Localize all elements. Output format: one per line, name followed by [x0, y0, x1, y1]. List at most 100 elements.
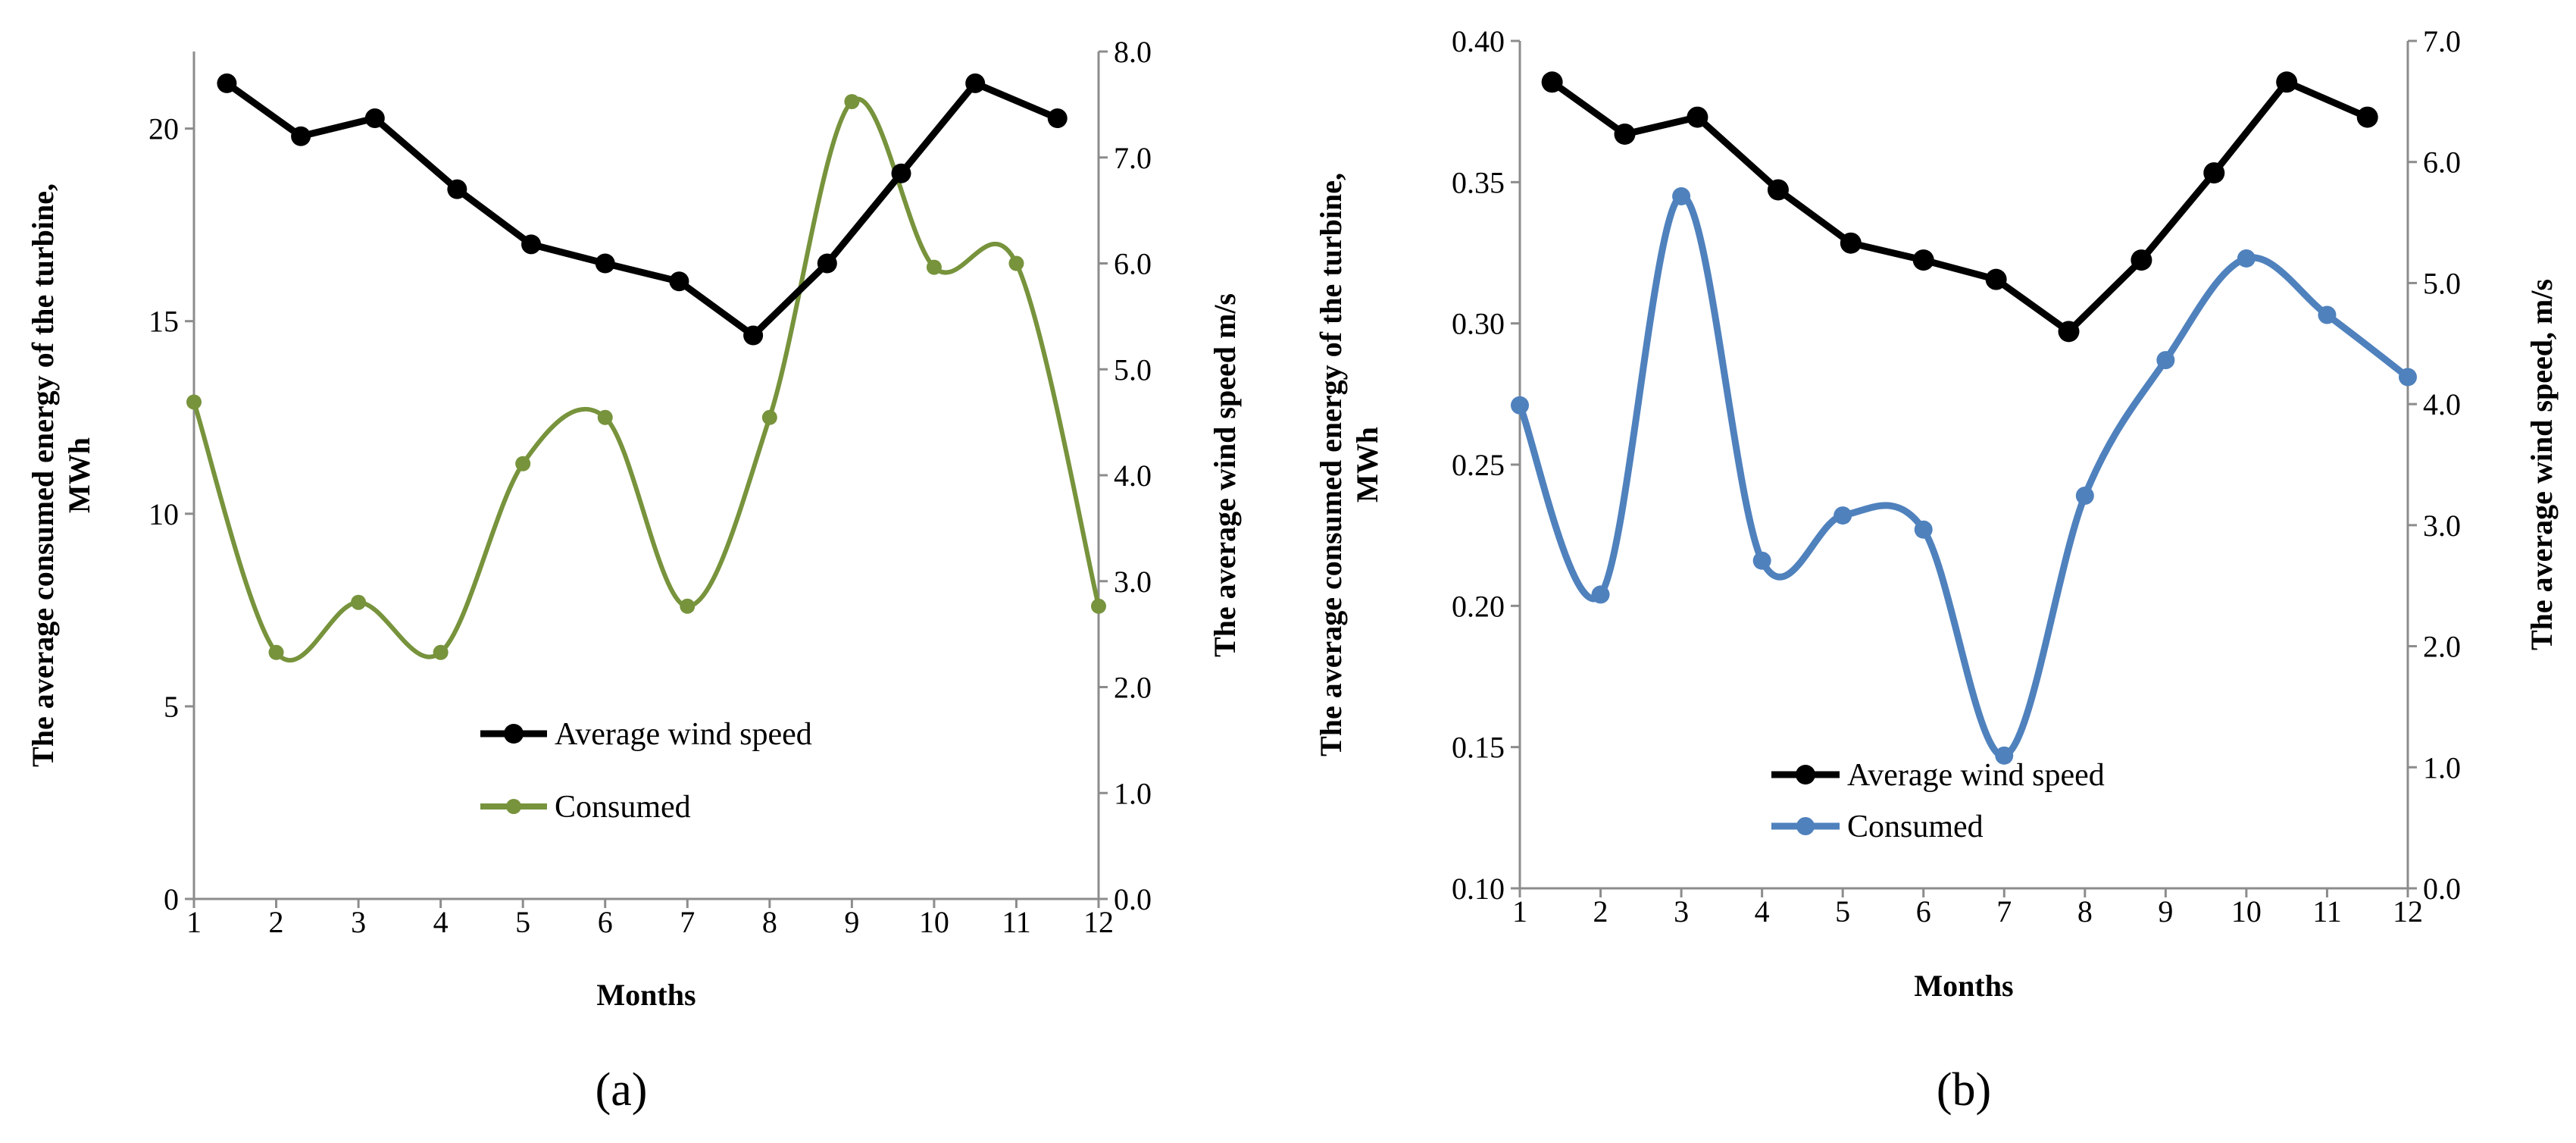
panel-b-x-tick-label: 5: [1835, 894, 1850, 928]
panel-a-wind-speed-point: [891, 163, 911, 183]
panel-b-wind-speed-point: [2276, 71, 2298, 93]
panel-a-left-tick-label: 15: [148, 305, 179, 339]
panel-b-right-tick-label: 3.0: [2423, 509, 2461, 543]
panel-b-right-axis-title: The average wind speed, m/s: [2524, 279, 2559, 650]
panel-a-legend-consumed-marker: [506, 799, 521, 814]
panel-b-x-tick-label: 6: [1916, 894, 1931, 928]
panel-a-right-ticks: 0.0 1.0 2.0 3.0 4.0 5.0 6.0 7.0 8.0: [1099, 35, 1152, 916]
panel-a-consumed-point: [186, 394, 202, 410]
panel-a-x-tick-label: 6: [598, 905, 613, 939]
panel-b-wind-speed-point: [1541, 71, 1563, 93]
panel-b-wind-speed-point: [1687, 106, 1708, 128]
panel-b-left-tick-label: 0.40: [1452, 24, 1505, 58]
panel-a-consumed-line: [192, 96, 1101, 662]
panel-a-wind-speed-point: [521, 234, 542, 255]
panel-b-wind-speed-point: [1767, 179, 1789, 201]
panel-b-wind-speed-point: [2356, 106, 2378, 128]
panel-b-label: (b): [1937, 1064, 1991, 1116]
panel-b-legend: Average wind speed Consumed: [1771, 758, 2105, 844]
panel-a-left-tick-label: 0: [164, 882, 179, 916]
panel-b-consumed-point: [2075, 486, 2094, 505]
panel-a-consumed-point: [515, 456, 531, 471]
panel-a-right-tick-label: 5.0: [1114, 352, 1152, 387]
panel-a-wind-speed-point: [817, 253, 837, 274]
panel-a-x-tick-label: 8: [762, 905, 777, 939]
panel-a-x-tick-label: 9: [844, 905, 859, 939]
panel-b-consumed-line: [1516, 193, 2412, 759]
panel-b-legend-consumed-marker: [1796, 817, 1815, 835]
panel-a-consumed-point: [926, 259, 942, 275]
panel-b-x-axis-title: Months: [1914, 969, 2013, 1003]
panel-a-x-tick-label: 12: [1083, 905, 1114, 939]
panel-b-legend-wind-marker: [1796, 765, 1815, 784]
panel-a-wind-speed-point: [595, 253, 615, 274]
panel-b-wind-speed-point: [2131, 249, 2152, 271]
panel-a-wind-speed-point: [669, 271, 689, 292]
panel-b-chart: 0.10 0.15 0.20 0.25 0.30 0.35 0.40 0.0 1.0 2.0 3.…: [1314, 24, 2559, 1116]
panel-b-consumed-point: [1511, 396, 1529, 415]
panel-a-legend-wind-label: Average wind speed: [555, 717, 812, 752]
panel-b-consumed-point: [1591, 585, 1610, 604]
panel-b-wind-speed-point: [1840, 232, 1862, 254]
panel-a-consumed-point: [351, 594, 367, 610]
panel-b-series: [1511, 71, 2417, 765]
panel-a-left-tick-label: 10: [148, 497, 179, 531]
panel-b-right-tick-label: 0.0: [2423, 872, 2461, 906]
panel-b-x-tick-label: 12: [2393, 894, 2423, 928]
panel-a-right-tick-label: 1.0: [1114, 776, 1152, 810]
panel-a-x-tick-label: 2: [269, 905, 284, 939]
panel-b-x-tick-label: 7: [1996, 894, 2012, 928]
panel-b-legend-consumed-label: Consumed: [1847, 809, 1984, 844]
panel-b-consumed-point: [1672, 186, 1691, 205]
panel-a-right-axis-title: The average wind speed m/s: [1208, 293, 1242, 657]
panel-b-wind-speed-line: [1549, 78, 2371, 335]
panel-b-right-ticks: 0.0 1.0 2.0 3.0 4.0 5.0 6.0 7.0: [2408, 24, 2461, 906]
panel-a-left-ticks: 0 5 10 15 20: [148, 112, 194, 916]
panel-a-right-tick-label: 6.0: [1114, 247, 1152, 281]
panel-b-x-tick-label: 10: [2231, 894, 2262, 928]
panel-a-right-tick-label: 3.0: [1114, 565, 1152, 599]
panel-a-legend-consumed-label: Consumed: [555, 790, 691, 825]
panel-b-consumed-point: [2399, 368, 2417, 387]
panel-a-consumed-point: [597, 409, 613, 425]
panel-b-wind-speed-point: [2058, 321, 2080, 343]
panel-b-consumed-point: [2237, 249, 2256, 268]
panel-b-left-tick-label: 0.25: [1452, 448, 1505, 482]
panel-a-wind-speed-point: [291, 126, 311, 146]
panel-b-consumed-point: [1752, 551, 1771, 570]
panel-a-left-tick-label: 5: [164, 690, 179, 724]
panel-a-x-tick-label: 7: [680, 905, 695, 939]
panel-b-x-tick-label: 4: [1755, 894, 1770, 928]
panel-a-wind-speed-point: [743, 325, 764, 346]
panel-b-right-tick-label: 4.0: [2423, 387, 2461, 421]
panel-b-wind-speed-point: [1912, 249, 1934, 271]
panel-b-right-tick-label: 5.0: [2423, 266, 2461, 300]
panel-a-wind-speed-point: [364, 108, 385, 129]
panel-b-wind-speed-point: [1985, 268, 2007, 290]
panel-b-left-tick-label: 0.10: [1452, 872, 1505, 906]
panel-a-consumed-point: [1091, 598, 1106, 614]
panel-b-right-tick-label: 2.0: [2423, 630, 2461, 664]
panel-a-left-axis-title-line1: The average consumed energy of the turbi…: [26, 183, 60, 767]
panel-a-left-axis-title-line2: MWh: [62, 437, 96, 513]
panel-a-label: (a): [596, 1064, 648, 1116]
panel-b-consumed-point: [2156, 351, 2175, 370]
panel-a-consumed-point: [761, 409, 777, 425]
panel-b-left-axis-title-line1: The average consumed energy of the turbi…: [1314, 173, 1348, 756]
panel-b-right-tick-label: 7.0: [2423, 24, 2461, 58]
panel-b-left-ticks: 0.10 0.15 0.20 0.25 0.30 0.35 0.40: [1452, 24, 1520, 906]
panel-b-x-tick-label: 11: [2312, 894, 2342, 928]
panel-b-right-tick-label: 6.0: [2423, 146, 2461, 180]
panel-b-right-tick-label: 1.0: [2423, 750, 2461, 784]
panel-a-right-tick-label: 8.0: [1114, 35, 1152, 69]
panel-b-consumed-point: [2318, 305, 2337, 324]
panel-a-legend-wind-marker: [504, 724, 524, 744]
panel-a-wind-speed-point: [965, 73, 986, 93]
panel-b-wind-speed-point: [1614, 123, 1636, 145]
panel-a-wind-speed-point: [217, 73, 237, 93]
panel-b-consumed-point: [1834, 506, 1852, 525]
panel-b-x-tick-label: 2: [1593, 894, 1608, 928]
panel-b-x-tick-label: 8: [2077, 894, 2093, 928]
